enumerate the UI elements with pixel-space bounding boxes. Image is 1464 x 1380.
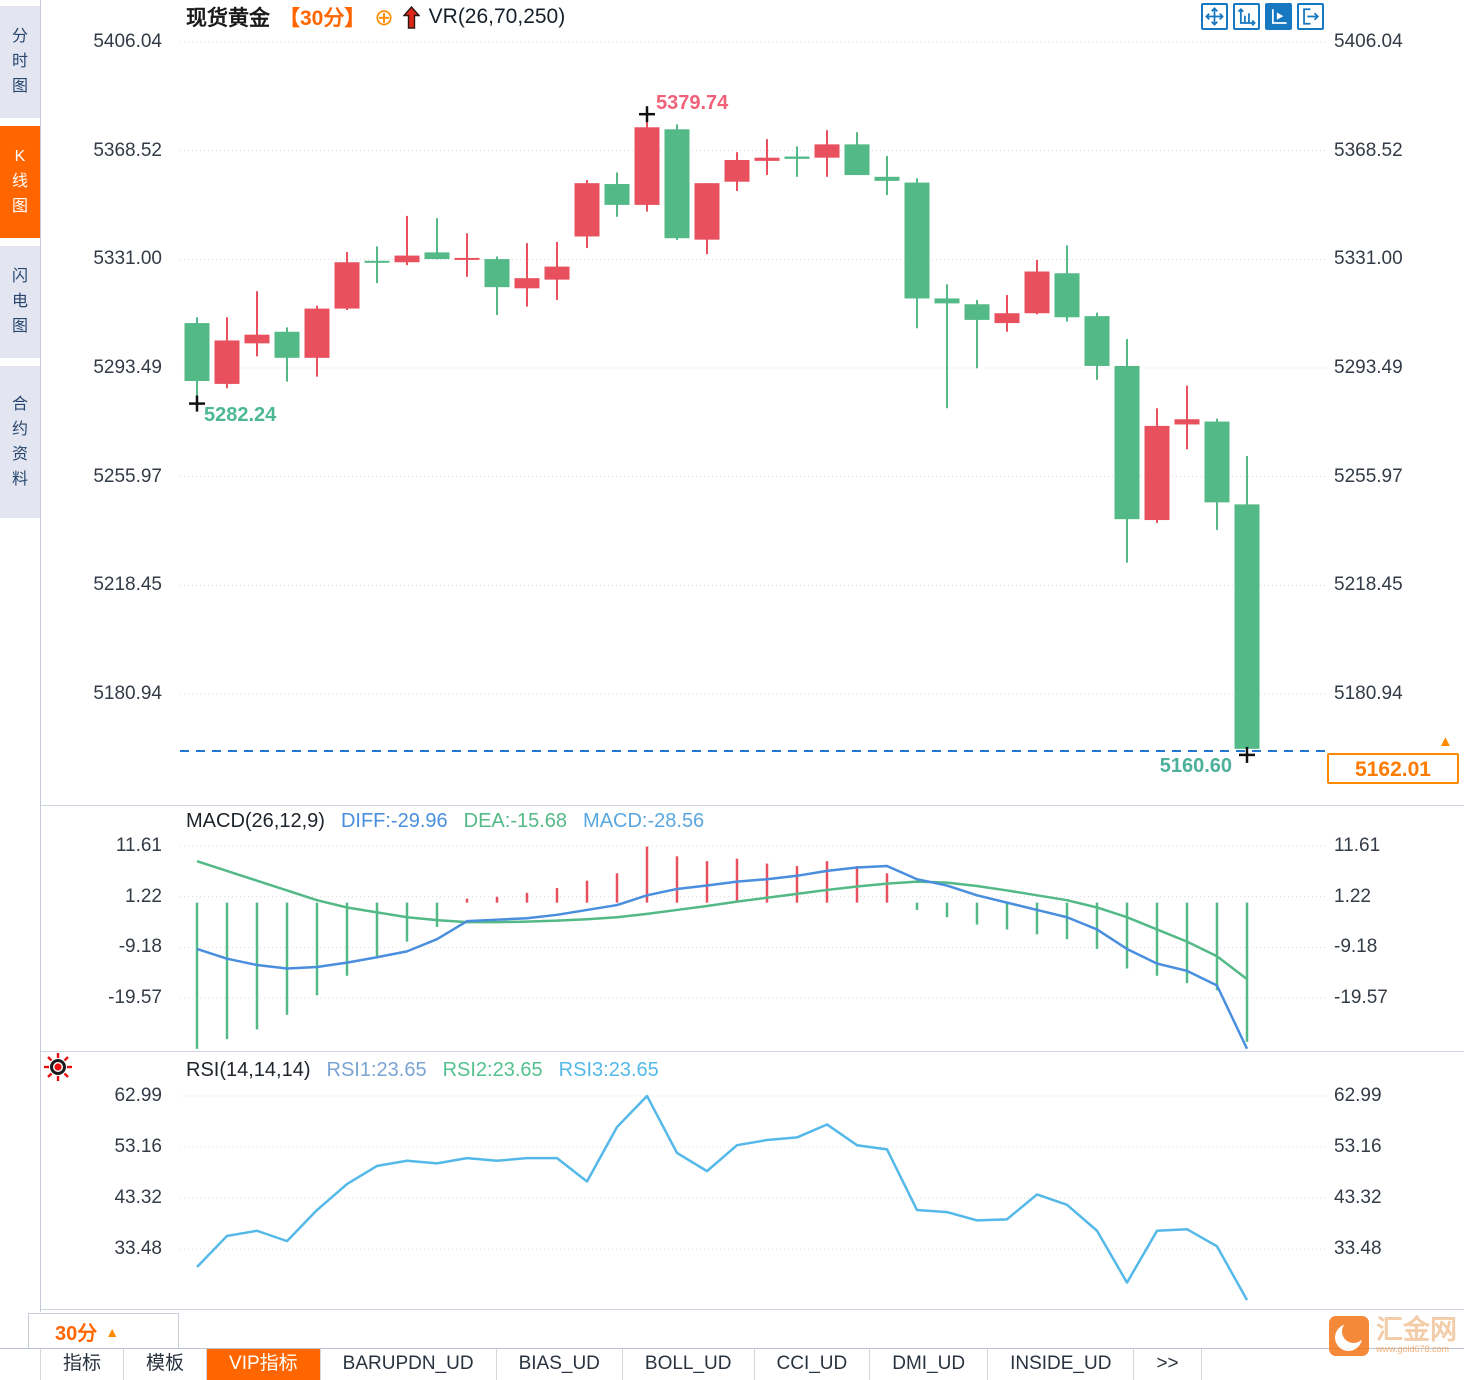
footer-tab-inside[interactable]: INSIDE_UD xyxy=(988,1349,1135,1380)
watermark-name: 汇金网 xyxy=(1376,1315,1457,1345)
panel-separator xyxy=(0,1051,1464,1052)
main-y-axis-label: 5368.52 xyxy=(1334,139,1403,161)
rsi-y-axis-label: 53.16 xyxy=(114,1135,162,1157)
main-y-axis-label: 5255.97 xyxy=(93,465,162,487)
main-y-axis-label: 5255.97 xyxy=(1334,465,1403,487)
footer-tab-template[interactable]: 模板 xyxy=(124,1349,208,1380)
macd-y-axis-label: 11.61 xyxy=(115,835,162,856)
current-price-tag[interactable]: 5162.01 xyxy=(1327,753,1459,784)
macd-y-axis-label: -9.18 xyxy=(118,936,162,958)
up-triangle-icon: ▲ xyxy=(105,1323,120,1340)
macd-value-readout: MACD:-28.56 xyxy=(583,810,705,832)
rsi-y-axis-label: 62.99 xyxy=(114,1085,162,1106)
rsi2-readout: RSI2:23.65 xyxy=(442,1059,543,1081)
indicator-tab-bar: 指标 模板 VIP指标 BARUPDN_UD BIAS_UD BOLL_UD CCI_UD D… xyxy=(0,1348,1464,1380)
sidebar-tab-contract-info[interactable]: 合约资料 xyxy=(0,366,40,518)
rsi-y-axis-label: 53.16 xyxy=(1334,1135,1382,1157)
main-y-axis-label: 5218.45 xyxy=(1334,574,1403,596)
period-selector[interactable]: 30分 ▲ xyxy=(28,1313,179,1349)
main-y-axis-label: 5406.04 xyxy=(1334,31,1403,52)
rsi3-readout: RSI3:23.65 xyxy=(558,1059,659,1081)
high-price-label: 5379.74 xyxy=(656,92,729,114)
macd-header: MACD(26,12,9) DIFF:-29.96 DEA:-15.68 MAC… xyxy=(186,810,704,833)
period-badge[interactable]: 【30分】 xyxy=(279,7,366,30)
macd-y-axis-label: -19.57 xyxy=(1334,987,1388,1009)
main-y-axis-label: 5331.00 xyxy=(93,248,162,270)
footer-tab-cci[interactable]: CCI_UD xyxy=(755,1349,871,1380)
last-low-label: 5160.60 xyxy=(1159,755,1232,777)
rsi-header: RSI(14,14,14) RSI1:23.65 RSI2:23.65 RSI3… xyxy=(186,1059,659,1082)
main-y-axis-label: 5180.94 xyxy=(1334,682,1403,704)
macd-y-axis-label: 1.22 xyxy=(1334,885,1371,907)
rsi-y-axis-label: 33.48 xyxy=(114,1238,162,1259)
main-y-axis-label: 5293.49 xyxy=(1334,356,1403,378)
main-y-axis-label: 5331.00 xyxy=(1334,248,1403,270)
low-price-label: 5282.24 xyxy=(204,404,277,426)
axis-zoom-icon[interactable] xyxy=(1233,3,1260,30)
main-y-axis-label: 5218.45 xyxy=(93,574,162,596)
overlay-indicator-label[interactable]: VR(26,70,250) xyxy=(428,5,566,28)
axis-play-icon[interactable] xyxy=(1265,3,1292,30)
symbol-name[interactable]: 现货黄金 xyxy=(186,7,270,30)
main-y-axis-label: 5406.04 xyxy=(93,31,162,52)
footer-tab-vip[interactable]: VIP指标 xyxy=(207,1349,321,1380)
macd-dea-readout: DEA:-15.68 xyxy=(463,810,568,832)
macd-y-axis-label: 1.22 xyxy=(125,885,162,907)
chart-header: 现货黄金 【30分】 ⊕ VR(26,70,250) xyxy=(186,2,565,32)
period-selector-label: 30分 xyxy=(55,1323,98,1345)
circle-plus-icon[interactable]: ⊕ xyxy=(374,3,394,30)
footer-tab-boll[interactable]: BOLL_UD xyxy=(623,1349,755,1380)
red-sun-icon[interactable] xyxy=(43,1052,73,1082)
panel-separator xyxy=(0,805,1464,806)
chart-toolbar xyxy=(1201,3,1324,30)
sidebar-tab-flash[interactable]: 闪电图 xyxy=(0,246,40,358)
red-up-arrow-icon xyxy=(402,5,420,29)
macd-y-axis-label: -19.57 xyxy=(108,987,162,1009)
crosshair-move-icon[interactable] xyxy=(1201,3,1228,30)
rsi-title[interactable]: RSI(14,14,14) xyxy=(186,1059,311,1081)
site-logo-icon xyxy=(1329,1316,1369,1356)
macd-y-axis-label: -9.18 xyxy=(1334,936,1378,958)
macd-diff-readout: DIFF:-29.96 xyxy=(340,810,448,832)
macd-y-axis-label: 11.61 xyxy=(1334,835,1381,856)
pane-collapse-icon[interactable] xyxy=(1297,3,1324,30)
rsi-y-axis-label: 43.32 xyxy=(1334,1186,1382,1208)
watermark: 汇金网 www.gold678.com xyxy=(1329,1316,1457,1356)
footer-tab-bias[interactable]: BIAS_UD xyxy=(497,1349,623,1380)
panel-separator xyxy=(0,1309,1464,1310)
rsi-y-axis-label: 62.99 xyxy=(1334,1085,1382,1106)
main-y-axis-label: 5368.52 xyxy=(93,139,162,161)
footer-tab-barupdn[interactable]: BARUPDN_UD xyxy=(321,1349,497,1380)
rsi1-readout: RSI1:23.65 xyxy=(326,1059,427,1081)
macd-title[interactable]: MACD(26,12,9) xyxy=(186,810,325,832)
footer-tab-more[interactable]: >> xyxy=(1134,1349,1202,1380)
main-y-axis-label: 5293.49 xyxy=(93,356,162,378)
orange-up-triangle-icon: ▲ xyxy=(1438,733,1453,750)
footer-tab-indicator[interactable]: 指标 xyxy=(40,1349,125,1380)
rsi-y-axis-label: 33.48 xyxy=(1334,1238,1382,1259)
sidebar-tab-time-share[interactable]: 分时图 xyxy=(0,6,40,118)
watermark-url: www.gold678.com xyxy=(1376,1344,1450,1354)
rsi-y-axis-label: 43.32 xyxy=(114,1186,162,1208)
main-y-axis-label: 5180.94 xyxy=(93,682,162,704)
footer-tab-dmi[interactable]: DMI_UD xyxy=(870,1349,989,1380)
